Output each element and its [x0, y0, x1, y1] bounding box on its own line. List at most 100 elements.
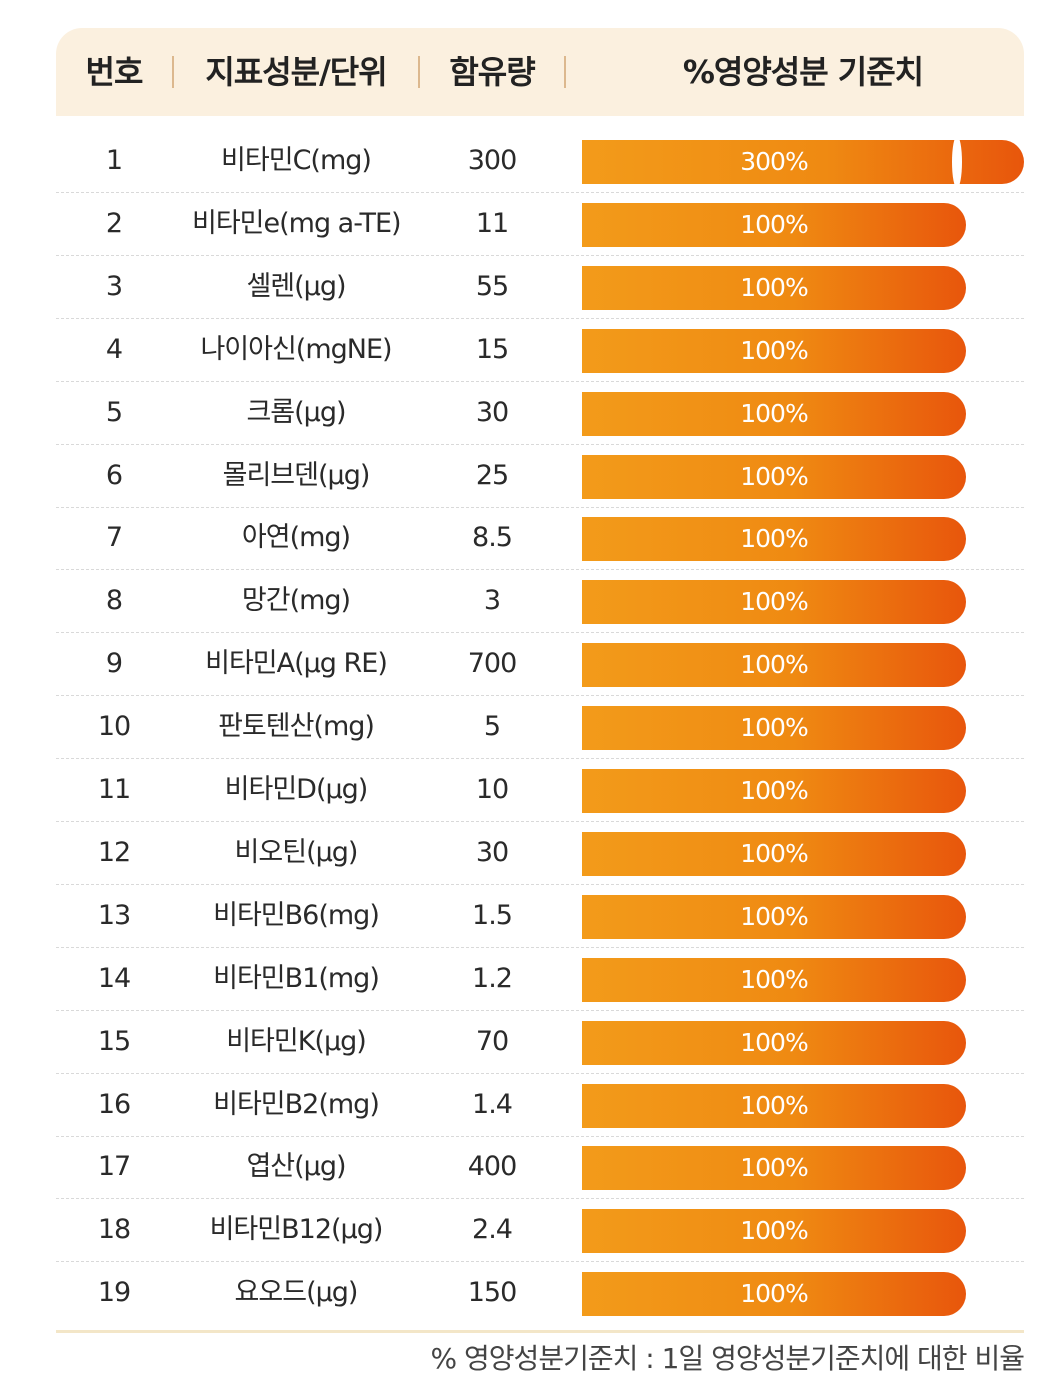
pct-bar [582, 957, 966, 1002]
pct-bar-label: 100% [740, 901, 808, 931]
row-amount: 400 [467, 1151, 518, 1183]
table-row: 11 비타민D(μg) 10 100% [56, 759, 1024, 822]
pct-bar [582, 894, 966, 939]
table-row: 4 나이아신(mgNE) 15 100% [56, 319, 1024, 382]
row-amount: 30 [475, 396, 509, 428]
pct-bar [582, 202, 966, 247]
row-number: 19 [97, 1277, 131, 1309]
row-amount: 25 [475, 459, 509, 491]
row-ingredient: 크롬(μg) [246, 396, 346, 428]
row-number: 17 [97, 1151, 131, 1183]
table-row: 10 판토텐산(mg) 5 100% [56, 696, 1024, 760]
table-row: 8 망간(mg) 3 100% [56, 570, 1024, 634]
row-ingredient: 비타민e(mg a-TE) [192, 207, 402, 239]
pct-bar [582, 706, 966, 751]
pct-bar [582, 769, 966, 813]
row-amount: 8.5 [472, 522, 513, 554]
pct-bar [582, 517, 966, 562]
row-ingredient: 비타민A(μg RE) [205, 648, 388, 680]
pct-bar-label: 100% [740, 713, 808, 743]
footer-divider [56, 1330, 1024, 1333]
table-row: 12 비오틴(μg) 30 100% [56, 822, 1024, 885]
row-number: 4 [105, 333, 123, 365]
row-amount: 70 [475, 1025, 509, 1057]
table-row: 6 몰리브덴(μg) 25 100% [56, 445, 1024, 508]
row-amount: 300 [467, 145, 518, 176]
row-ingredient: 비타민B12(μg) [209, 1214, 384, 1246]
row-amount: 30 [475, 836, 509, 868]
pct-bar-label: 100% [740, 1027, 808, 1057]
row-number: 7 [105, 522, 123, 554]
row-ingredient: 비타민K(μg) [226, 1025, 367, 1057]
header-no: 번호 [85, 53, 144, 91]
row-ingredient: 나이아신(mgNE) [200, 333, 392, 365]
header-separator [418, 56, 420, 88]
pct-bar-label: 100% [740, 398, 808, 428]
row-ingredient: 망간(mg) [241, 585, 351, 617]
pct-bar [582, 831, 966, 876]
table-row: 18 비타민B12(μg) 2.4 100% [56, 1199, 1024, 1263]
row-number: 15 [97, 1025, 131, 1057]
row-ingredient: 엽산(μg) [246, 1151, 346, 1183]
row-number: 12 [97, 836, 131, 868]
row-ingredient: 비타민D(μg) [224, 774, 369, 805]
row-number: 6 [105, 459, 123, 491]
pct-bar-label: 100% [740, 1090, 808, 1120]
pct-bar-label: 100% [740, 650, 808, 680]
pct-bar [582, 328, 966, 373]
row-number: 3 [105, 270, 123, 302]
pct-bar [582, 1272, 966, 1317]
table-row: 1 비타민C(mg) 300 300% [56, 130, 1024, 193]
row-ingredient: 아연(mg) [241, 522, 351, 554]
pct-bar [582, 580, 966, 625]
table-row: 5 크롬(μg) 30 100% [56, 382, 1024, 445]
row-ingredient: 비타민B2(mg) [213, 1088, 380, 1120]
pct-bar [582, 140, 1024, 184]
table-header: 번호 지표성분/단위 함유량 %영양성분 기준치 [56, 28, 1024, 116]
pct-bar-label: 100% [740, 964, 808, 994]
row-number: 13 [97, 899, 131, 931]
header-separator [172, 56, 174, 88]
pct-bar-label: 100% [740, 587, 808, 617]
row-number: 5 [105, 396, 123, 428]
row-amount: 10 [475, 774, 509, 805]
table-row: 3 셀렌(μg) 55 100% [56, 256, 1024, 319]
pct-bar [582, 1146, 966, 1191]
header-pct: %영양성분 기준치 [682, 53, 924, 91]
table-row: 16 비타민B2(mg) 1.4 100% [56, 1074, 1024, 1137]
row-ingredient: 비타민B1(mg) [213, 962, 380, 994]
row-number: 8 [105, 585, 123, 617]
row-amount: 1.5 [472, 899, 513, 931]
row-number: 18 [97, 1214, 131, 1246]
row-number: 9 [105, 648, 123, 680]
row-amount: 11 [475, 207, 509, 239]
pct-bar-label: 100% [740, 1216, 808, 1246]
pct-bar [582, 643, 966, 688]
row-amount: 3 [483, 585, 501, 617]
row-number: 10 [97, 711, 131, 743]
pct-bar-label: 100% [740, 272, 808, 302]
row-amount: 700 [467, 648, 518, 680]
table-row: 9 비타민A(μg RE) 700 100% [56, 633, 1024, 697]
table-row: 2 비타민e(mg a-TE) 11 100% [56, 193, 1024, 256]
table-row: 14 비타민B1(mg) 1.2 100% [56, 948, 1024, 1011]
table-row: 15 비타민K(μg) 70 100% [56, 1011, 1024, 1074]
header-name: 지표성분/단위 [205, 53, 387, 91]
pct-bar-label: 100% [740, 209, 808, 239]
row-ingredient: 비오틴(μg) [234, 836, 359, 868]
footnote: % 영양성분기준치 : 1일 영양성분기준치에 대한 비율 [430, 1342, 1025, 1375]
row-amount: 150 [467, 1277, 518, 1309]
pct-bar-label: 100% [740, 1153, 808, 1183]
pct-bar [582, 454, 966, 499]
row-amount: 1.2 [472, 962, 513, 994]
pct-bar [582, 1083, 966, 1128]
pct-bar-label: 100% [740, 524, 808, 554]
row-number: 11 [97, 774, 131, 805]
pct-bar [582, 1209, 966, 1254]
row-ingredient: 판토텐산(mg) [218, 711, 375, 743]
axis-break-mark [952, 136, 962, 188]
pct-bar [582, 265, 966, 310]
row-ingredient: 몰리브덴(μg) [222, 459, 371, 491]
row-amount: 55 [475, 270, 509, 302]
pct-bar [582, 1020, 966, 1065]
